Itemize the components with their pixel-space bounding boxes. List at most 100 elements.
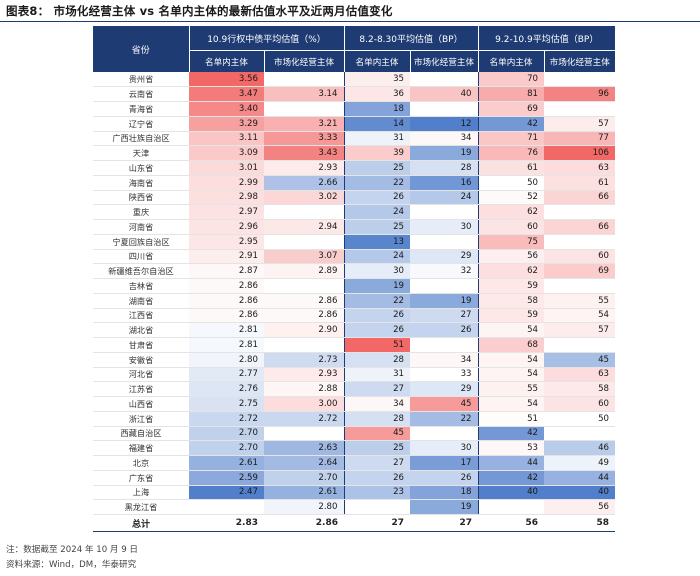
aug-market-cell: 16: [410, 175, 478, 191]
aug-market-cell: 40: [410, 86, 478, 102]
sep-market-cell: 45: [544, 352, 615, 368]
aug-in-list-cell: 23: [343, 485, 410, 501]
aug-in-list-cell: 24: [343, 204, 410, 220]
aug-in-list-cell: 22: [343, 175, 410, 191]
province-cell: 海南省: [93, 175, 189, 191]
yield-market-cell: 3.33: [264, 131, 344, 147]
title-divider: [0, 21, 700, 22]
yield-in-list-cell: 2.47: [189, 485, 264, 501]
yield-in-list-cell: 3.11: [189, 131, 264, 147]
sep-in-list-cell: 75: [477, 234, 544, 250]
sep-market-cell: [544, 337, 615, 353]
aug-market-cell: 26: [410, 470, 478, 486]
table-row: 上海 2.47 2.61 23 18 40 40: [93, 485, 615, 501]
sep-in-list-cell: 68: [477, 337, 544, 353]
yield-in-list-cell: 3.56: [189, 72, 264, 88]
yield-in-list-cell: [189, 499, 264, 515]
yield-in-list-cell: 2.70: [189, 426, 264, 442]
province-cell: 重庆: [93, 204, 189, 220]
sep-market-cell: 66: [544, 190, 615, 206]
sep-in-list-cell: 81: [477, 86, 544, 102]
sep-in-list-cell: 71: [477, 131, 544, 147]
sep-market-cell: 58: [544, 381, 615, 397]
aug-market-cell: [410, 337, 478, 353]
sep-in-list-cell: 59: [477, 278, 544, 294]
group-sep-header: 9.2-10.9平均估值（BP）: [478, 26, 615, 51]
table-row: 浙江省 2.72 2.72 28 22 51 50: [93, 411, 615, 427]
aug-in-list-cell: 22: [343, 293, 410, 309]
province-cell: 江西省: [93, 308, 189, 324]
aug-in-list-cell: 26: [343, 308, 410, 324]
yield-in-list-cell: 3.09: [189, 145, 264, 161]
aug-in-list-cell: 26: [343, 190, 410, 206]
aug-market-cell: 19: [410, 293, 478, 309]
sep-market-cell: 57: [544, 322, 615, 338]
sep-in-list-cell: 42: [477, 426, 544, 442]
table-row: 江西省 2.86 2.86 26 27 59 54: [93, 308, 615, 324]
sep-market-cell: 44: [544, 470, 615, 486]
aug-market-cell: 34: [410, 131, 478, 147]
table-row: 辽宁省 3.29 3.21 14 12 42 57: [93, 116, 615, 132]
table-row: 宁夏回族自治区 2.95 13 75: [93, 234, 615, 250]
yield-market-cell: 2.64: [264, 455, 344, 471]
group-yield-header: 10.9行权中债平均估值（%）: [189, 26, 345, 51]
sep-market-cell: 49: [544, 455, 615, 471]
aug-market-cell: 22: [410, 411, 478, 427]
sep-market-cell: 50: [544, 411, 615, 427]
province-cell: 广西壮族自治区: [93, 131, 189, 147]
source-note: 资料来源：Wind，DM，华泰研究: [6, 560, 137, 570]
yield-market-cell: 3.43: [264, 145, 344, 161]
yield-in-list-cell: 2.99: [189, 175, 264, 191]
sep-in-list-cell: 51: [477, 411, 544, 427]
sep-in-list-cell: 70: [477, 72, 544, 88]
province-cell: 广东省: [93, 470, 189, 486]
yield-market-cell: 2.94: [264, 219, 344, 235]
yield-market-cell: 2.86: [264, 308, 344, 324]
sub-header-in-list: 名单内主体: [478, 50, 545, 72]
province-cell: 湖南省: [93, 293, 189, 309]
sep-market-cell: [544, 426, 615, 442]
aug-market-cell: 19: [410, 145, 478, 161]
yield-in-list-cell: 2.87: [189, 263, 264, 279]
sep-market-cell: 56: [544, 499, 615, 515]
table-row: 广西壮族自治区 3.11 3.33 31 34 71 77: [93, 131, 615, 147]
aug-in-list-cell: 27: [343, 381, 410, 397]
yield-market-cell: 3.14: [264, 86, 344, 102]
sep-in-list-cell: 54: [477, 367, 544, 383]
province-cell: 青海省: [93, 101, 189, 117]
aug-market-cell: 17: [410, 455, 478, 471]
province-cell: 山西省: [93, 396, 189, 412]
sep-market-cell: 106: [544, 145, 615, 161]
table-row: 甘肃省 2.81 51 68: [93, 337, 615, 353]
aug-in-list-cell: 18: [343, 101, 410, 117]
sep-market-cell: [544, 72, 615, 88]
province-cell: 北京: [93, 455, 189, 471]
province-cell: 福建省: [93, 440, 189, 456]
province-cell: 吉林省: [93, 278, 189, 294]
aug-in-list-cell: 25: [343, 440, 410, 456]
yield-market-cell: 3.07: [264, 249, 344, 265]
sep-market-cell: 69: [544, 263, 615, 279]
yield-market-cell: 2.72: [264, 411, 344, 427]
sep-market-cell: 96: [544, 86, 615, 102]
yield-market-cell: 2.80: [264, 499, 344, 515]
sep-in-list-cell: [477, 499, 544, 515]
total-aug-in-list: 27: [344, 514, 410, 532]
yield-in-list-cell: 2.86: [189, 308, 264, 324]
total-yield-in-list: 2.83: [189, 514, 264, 532]
sep-market-cell: 61: [544, 175, 615, 191]
yield-in-list-cell: 2.80: [189, 352, 264, 368]
province-cell: 四川省: [93, 249, 189, 265]
table-row: 天津 3.09 3.43 39 19 76 106: [93, 145, 615, 161]
table-row: 湖南省 2.86 2.86 22 19 58 55: [93, 293, 615, 309]
aug-market-cell: [410, 72, 478, 88]
sep-in-list-cell: 69: [477, 101, 544, 117]
yield-in-list-cell: 2.95: [189, 234, 264, 250]
sep-market-cell: 63: [544, 160, 615, 176]
sep-market-cell: 60: [544, 249, 615, 265]
yield-market-cell: 2.93: [264, 160, 344, 176]
province-cell: 河北省: [93, 367, 189, 383]
aug-market-cell: [410, 234, 478, 250]
province-cell: 辽宁省: [93, 116, 189, 132]
yield-in-list-cell: 2.86: [189, 293, 264, 309]
